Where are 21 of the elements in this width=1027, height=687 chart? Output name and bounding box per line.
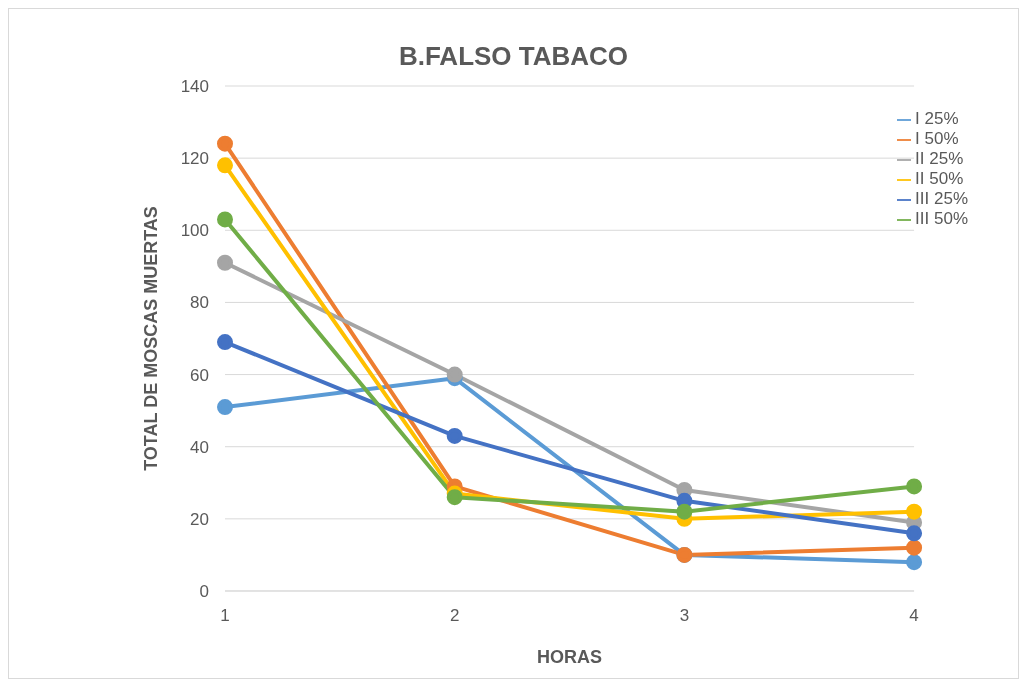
y-tick-label: 40 <box>190 437 209 457</box>
y-tick-label: 20 <box>190 509 209 529</box>
y-tick-label: 140 <box>180 77 209 97</box>
legend-label: I 25% <box>915 109 959 128</box>
y-tick-label: 100 <box>180 221 209 241</box>
x-tick-label: 2 <box>449 606 460 626</box>
x-tick-label: 3 <box>679 606 690 626</box>
y-tick-label: 60 <box>190 365 209 385</box>
y-axis-title: TOTAL DE MOSCAS MUERTAS <box>141 206 162 471</box>
y-tick-label: 120 <box>180 149 209 169</box>
legend-label: II 25% <box>915 149 964 168</box>
y-tick-label: 0 <box>199 582 209 602</box>
legend-label: III 50% <box>915 209 968 228</box>
x-axis-title: HORAS <box>537 647 603 667</box>
x-tick-label: 4 <box>909 606 919 626</box>
legend-label: I 50% <box>915 129 959 148</box>
legend-label: III 25% <box>915 189 968 208</box>
y-tick-label: 80 <box>190 293 209 313</box>
x-tick-label: 1 <box>220 606 230 626</box>
legend-label: II 50% <box>915 169 964 188</box>
chart-title: B.FALSO TABACO <box>397 41 630 72</box>
